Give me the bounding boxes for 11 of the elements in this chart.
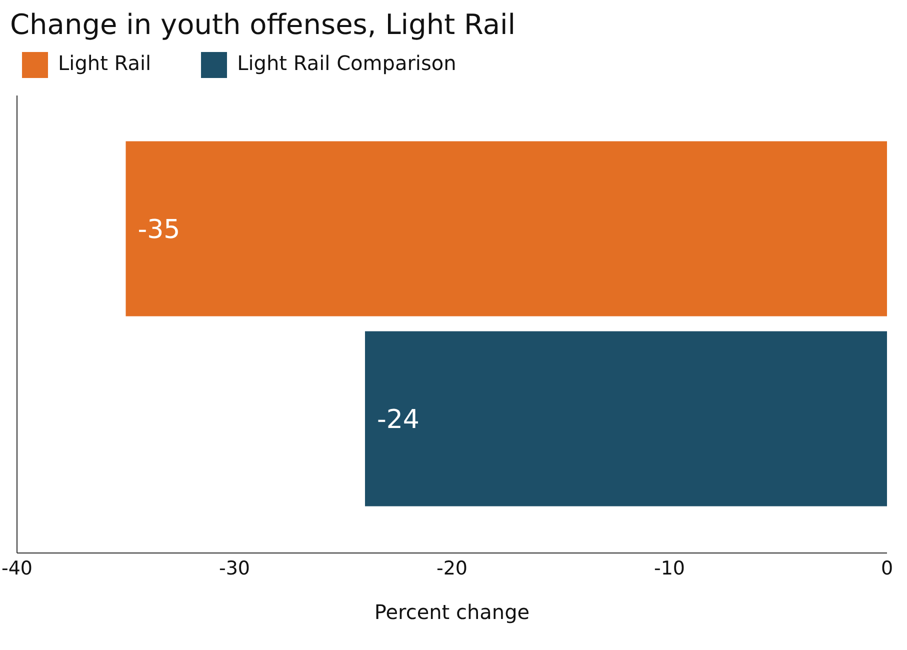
x-tick-label: -30: [218, 557, 250, 580]
data-label: -35: [138, 215, 180, 246]
x-tick-label: -20: [436, 557, 468, 580]
x-tick-label: -40: [1, 557, 33, 580]
legend-label: Light Rail Comparison: [237, 51, 456, 75]
legend-label: Light Rail: [58, 51, 152, 75]
x-tick-label: 0: [880, 557, 894, 580]
chart-title: Change in youth offenses, Light Rail: [9, 7, 517, 41]
x-axis-title: Percent change: [374, 600, 530, 624]
data-label: -24: [377, 405, 420, 436]
x-tick-label: -10: [654, 557, 686, 580]
